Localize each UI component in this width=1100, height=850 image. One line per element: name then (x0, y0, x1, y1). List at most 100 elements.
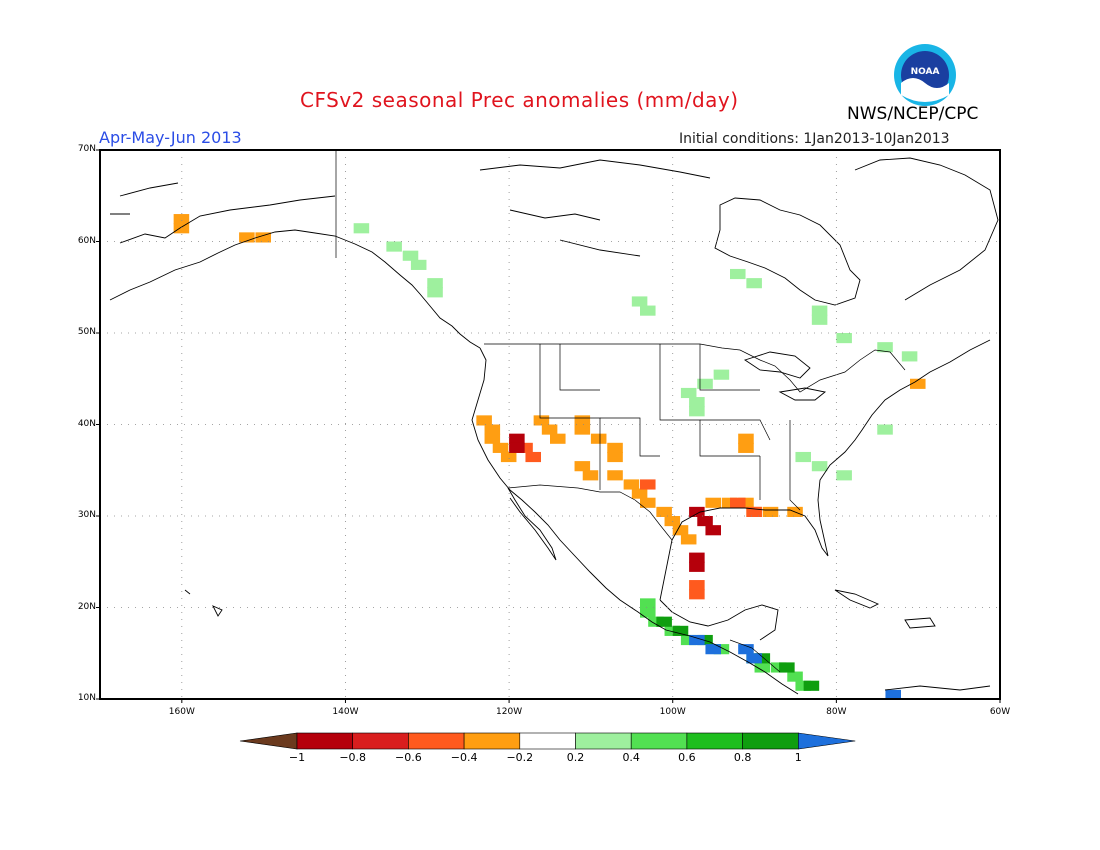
anomaly-cell (779, 662, 795, 673)
lon-label: 60W (989, 707, 1011, 717)
graticule (100, 150, 1000, 699)
anomaly-cell (640, 479, 656, 490)
anomaly-cell (525, 451, 541, 463)
lat-label: 20N (77, 601, 96, 612)
anomaly-cell (533, 415, 550, 426)
anomaly-cell (680, 387, 697, 399)
anomaly-cell (705, 644, 721, 655)
anomaly-cell (517, 442, 533, 453)
anomaly-cell (353, 223, 370, 234)
colorbar-label: −0.8 (339, 751, 367, 764)
colorbar-label: 0.6 (678, 751, 696, 764)
initial-conditions: Initial conditions: 1Jan2013-10Jan2013 (679, 131, 950, 147)
anomaly-cell (910, 378, 926, 389)
anomaly-cell (746, 278, 762, 289)
axis-ticks (96, 149, 1001, 703)
noaa-logo-text: NOAA (911, 67, 940, 77)
anomaly-cells (173, 214, 926, 700)
colorbar-high-arrow (797, 732, 856, 750)
anomaly-cell (738, 644, 754, 655)
anomaly-cell (664, 625, 681, 636)
colorbar-label: 1 (794, 751, 802, 764)
colorbar-segment (352, 732, 409, 750)
anomaly-cell (746, 506, 762, 517)
anomaly-cell (484, 433, 501, 444)
anomaly-cell (664, 516, 681, 527)
anomaly-cell (509, 442, 525, 453)
lat-label: 50N (77, 327, 96, 337)
anomaly-cell (738, 433, 754, 444)
season-label: Apr-May-Jun 2013 (99, 128, 242, 147)
anomaly-cell (689, 397, 705, 408)
noaa-logo: NOAA (894, 44, 956, 106)
anomaly-cell (697, 378, 713, 389)
anomaly-cell (721, 497, 738, 508)
anomaly-cell (680, 534, 697, 545)
anomaly-cell (730, 268, 746, 280)
anomaly-cell (607, 442, 623, 453)
anomaly-cell (689, 589, 705, 600)
colorbar-label: 0.8 (733, 751, 752, 764)
anomaly-cell (672, 525, 689, 536)
anomaly-cell (795, 451, 811, 463)
lat-label: 60N (77, 235, 96, 246)
anomaly-cell (836, 333, 852, 344)
anomaly-cell (574, 424, 591, 435)
anomaly-cell (492, 442, 509, 453)
anomaly-cell (754, 662, 771, 673)
anomaly-cell (877, 342, 893, 353)
anomaly-cell (705, 525, 721, 536)
anomaly-cell (697, 634, 713, 646)
anomaly-cell (836, 470, 852, 481)
colorbar-segment (463, 732, 521, 750)
anomaly-cell (427, 287, 443, 298)
anomaly-cell (607, 470, 623, 481)
anomaly-cell (689, 406, 705, 417)
anomaly-cell (509, 433, 525, 444)
anomaly-cell (738, 442, 754, 453)
anomaly-cell (713, 644, 730, 655)
lon-label: 120W (496, 707, 523, 717)
lon-label: 140W (332, 707, 359, 717)
anomaly-cell (239, 232, 255, 243)
anomaly-cell (689, 580, 705, 591)
lon-label: 80W (826, 707, 847, 717)
anomaly-cell (640, 497, 656, 508)
colorbar-segment (630, 732, 688, 750)
anomaly-cell (640, 305, 656, 316)
anomaly-cell (738, 497, 754, 508)
anomaly-cell (402, 250, 419, 261)
lon-label: 160W (168, 707, 195, 717)
anomaly-cell (476, 415, 492, 426)
anomaly-cell (770, 662, 787, 673)
chart-title: CFSv2 seasonal Prec anomalies (mm/day) (300, 88, 739, 112)
anomaly-cell (689, 506, 705, 517)
colorbar-label: 0.2 (566, 751, 585, 764)
colorbar-segment (519, 732, 576, 750)
colorbar-segment (742, 732, 799, 750)
anomaly-cell (689, 561, 705, 572)
anomaly-cell (648, 616, 664, 627)
lon-label: 100W (659, 707, 686, 717)
anomaly-cell (713, 369, 730, 380)
anomaly-cell (746, 653, 762, 664)
anomaly-cell (697, 516, 713, 527)
colorbar-segment (686, 732, 743, 750)
anomaly-cell (656, 616, 672, 627)
colorbar-segment (296, 732, 354, 750)
lat-label: 30N (77, 510, 96, 520)
anomaly-cell (541, 424, 558, 435)
anomaly-cell (877, 424, 893, 435)
anomaly-cell (574, 415, 591, 426)
anomaly-cell (885, 689, 901, 700)
colorbar-label: −0.6 (395, 751, 422, 764)
colorbar (239, 732, 856, 750)
anomaly-cell (500, 451, 517, 463)
anomaly-cell (640, 598, 656, 609)
anomaly-cell (811, 461, 828, 472)
colorbar-low-arrow (239, 732, 298, 750)
political-borders (335, 150, 906, 673)
anomaly-cell (410, 259, 427, 270)
anomaly-cell (762, 506, 779, 517)
anomaly-cell (631, 296, 648, 307)
